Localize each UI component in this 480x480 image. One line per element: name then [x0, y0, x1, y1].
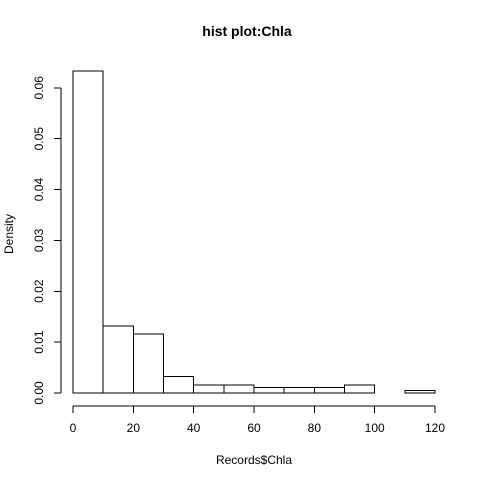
y-tick-label-5: 0.05 — [32, 127, 46, 151]
x-tick-label-6: 120 — [425, 421, 445, 435]
histogram-bar-1 — [102, 325, 134, 394]
chart-title: hist plot:Chla — [202, 23, 292, 39]
x-tick-label-0: 0 — [70, 421, 77, 435]
histogram-bar-7 — [283, 386, 315, 394]
y-axis: 0.00 0.01 0.02 0.03 0.04 0.05 0.06 — [32, 76, 62, 405]
x-tick-label-2: 40 — [187, 421, 201, 435]
histogram-bar-2 — [132, 333, 164, 394]
x-tick-label-3: 60 — [247, 421, 261, 435]
bars-group — [72, 70, 436, 394]
histogram-bar-0 — [72, 70, 104, 394]
y-tick-label-1: 0.01 — [32, 330, 46, 354]
y-tick-label-3: 0.03 — [32, 228, 46, 252]
histogram-bar-3 — [163, 376, 195, 394]
histogram-bar-8 — [313, 386, 346, 394]
y-axis-label: Density — [2, 214, 16, 254]
x-axis: 0 20 40 60 80 100 120 — [70, 405, 445, 435]
y-tick-label-0: 0.00 — [32, 381, 46, 405]
histogram-bar-6 — [253, 386, 285, 394]
x-tick-label-5: 100 — [365, 421, 385, 435]
histogram-bar-4 — [193, 384, 225, 394]
x-tick-label-1: 20 — [127, 421, 141, 435]
histogram-bar-9 — [344, 384, 376, 394]
y-tick-label-6: 0.06 — [32, 76, 46, 100]
histogram-bar-5 — [223, 384, 255, 394]
x-axis-label: Records$Chla — [216, 453, 292, 467]
histogram-bar-11 — [404, 389, 436, 394]
x-tick-label-4: 80 — [308, 421, 322, 435]
y-tick-label-4: 0.04 — [32, 178, 46, 202]
y-tick-label-2: 0.02 — [32, 279, 46, 303]
